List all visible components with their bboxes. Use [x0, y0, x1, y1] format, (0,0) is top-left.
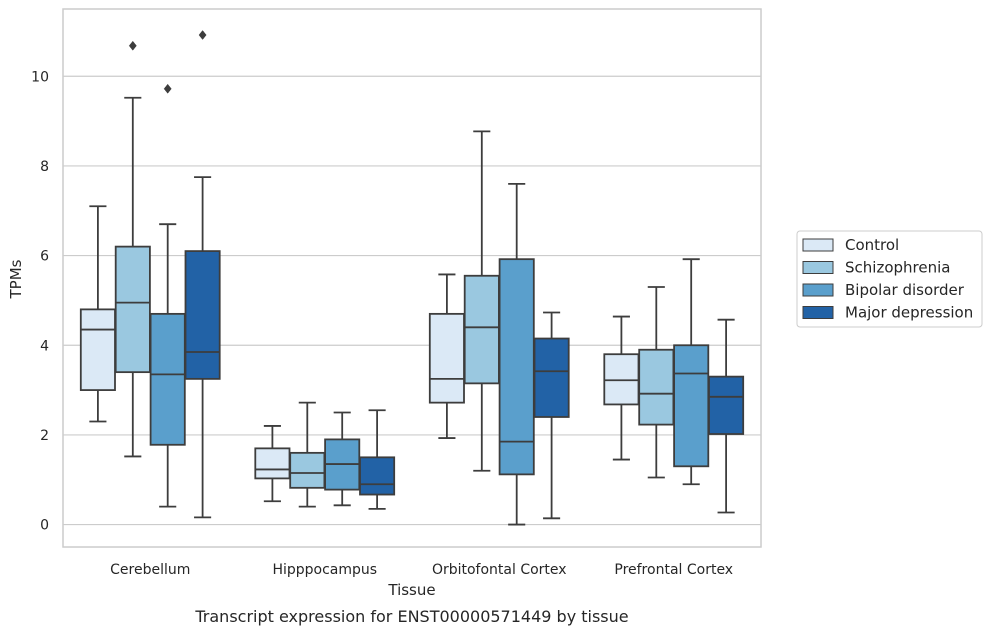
box-iqr	[638, 348, 675, 426]
box-plot-boxes	[79, 30, 745, 526]
y-tick-label: 0	[40, 518, 49, 534]
chart-caption-title: Transcript expression for ENST0000057144…	[194, 607, 628, 626]
box-major-depression	[359, 409, 396, 510]
box-iqr	[184, 250, 221, 380]
box-schizophrenia	[289, 401, 326, 508]
x-tick-label: Cerebellum	[110, 562, 190, 578]
box-bipolar-disorder	[324, 411, 361, 507]
box-iqr	[114, 245, 151, 374]
y-tick-label: 8	[40, 159, 49, 175]
box-control	[603, 315, 640, 461]
box-iqr	[289, 451, 326, 489]
box-iqr	[463, 274, 500, 385]
y-tick-label: 2	[40, 428, 49, 444]
box-iqr	[498, 258, 535, 476]
legend-label: Schizophrenia	[845, 259, 950, 277]
box-bipolar-disorder	[673, 258, 710, 486]
box-schizophrenia	[463, 130, 500, 472]
legend-swatch	[802, 306, 834, 319]
box-major-depression	[184, 30, 221, 519]
legend-swatch	[802, 238, 834, 252]
box-schizophrenia	[638, 286, 675, 479]
outlier-point	[128, 40, 137, 51]
box-iqr	[149, 312, 186, 446]
box-iqr	[254, 447, 291, 480]
box-schizophrenia	[114, 40, 151, 458]
x-axis-label: Tissue	[387, 581, 435, 599]
x-tick-label: Orbitofontal Cortex	[432, 562, 567, 578]
box-iqr	[673, 344, 710, 468]
box-iqr	[428, 312, 465, 404]
y-tick-labels: 0 2 4 6 8 10	[31, 69, 49, 533]
legend-label: Bipolar disorder	[845, 281, 965, 299]
outlier-point	[163, 83, 172, 94]
y-tick-label: 6	[40, 249, 49, 265]
x-tick-label: Hipppocampus	[272, 562, 377, 578]
box-iqr	[533, 337, 570, 418]
legend-frame	[796, 230, 983, 328]
y-axis-label: TPMs	[7, 259, 25, 299]
x-tick-label: Prefrontal Cortex	[614, 562, 733, 578]
legend-label: Control	[845, 236, 899, 254]
box-major-depression	[533, 311, 570, 520]
box-iqr	[708, 375, 745, 435]
box-iqr	[359, 456, 396, 496]
box-control	[254, 425, 291, 503]
plot-frame	[62, 8, 762, 548]
box-bipolar-disorder	[149, 83, 186, 508]
legend-label: Major depression	[845, 304, 973, 322]
legend: Control Schizophrenia Bipolar disorder Majo…	[796, 230, 983, 328]
box-iqr	[79, 308, 116, 391]
box-control	[428, 273, 465, 439]
x-tick-labels: Cerebellum Hipppocampus Orbitofontal Corte…	[110, 562, 733, 578]
legend-swatch	[802, 283, 834, 297]
outlier-point	[198, 30, 207, 40]
box-control	[79, 205, 116, 423]
legend-swatch	[802, 261, 834, 274]
box-bipolar-disorder	[498, 182, 535, 526]
box-major-depression	[708, 318, 745, 514]
y-tick-label: 4	[40, 338, 49, 354]
y-tick-label: 10	[31, 69, 49, 85]
